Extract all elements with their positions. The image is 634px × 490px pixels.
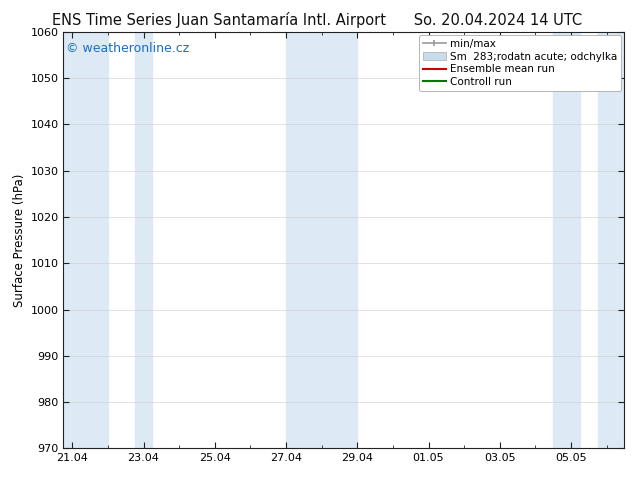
Bar [286, 32, 358, 448]
Text: © weatheronline.cz: © weatheronline.cz [66, 42, 190, 55]
Bar [553, 32, 580, 448]
Bar [134, 32, 152, 448]
Text: ENS Time Series Juan Santamaría Intl. Airport      So. 20.04.2024 14 UTC: ENS Time Series Juan Santamaría Intl. Ai… [52, 12, 582, 28]
Bar [63, 32, 108, 448]
Bar [598, 32, 624, 448]
Y-axis label: Surface Pressure (hPa): Surface Pressure (hPa) [13, 173, 26, 307]
Legend: min/max, Sm  283;rodatn acute; odchylka, Ensemble mean run, Controll run: min/max, Sm 283;rodatn acute; odchylka, … [418, 35, 621, 91]
